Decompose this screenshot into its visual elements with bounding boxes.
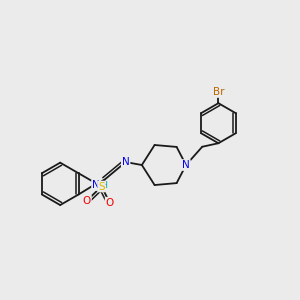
Text: O: O [83, 196, 91, 206]
Text: N: N [92, 180, 100, 190]
Text: N: N [182, 160, 190, 170]
Text: Br: Br [213, 87, 224, 97]
Text: S: S [98, 182, 105, 191]
Text: -H: -H [99, 181, 109, 190]
Text: O: O [106, 198, 114, 208]
Text: N: N [122, 157, 130, 167]
